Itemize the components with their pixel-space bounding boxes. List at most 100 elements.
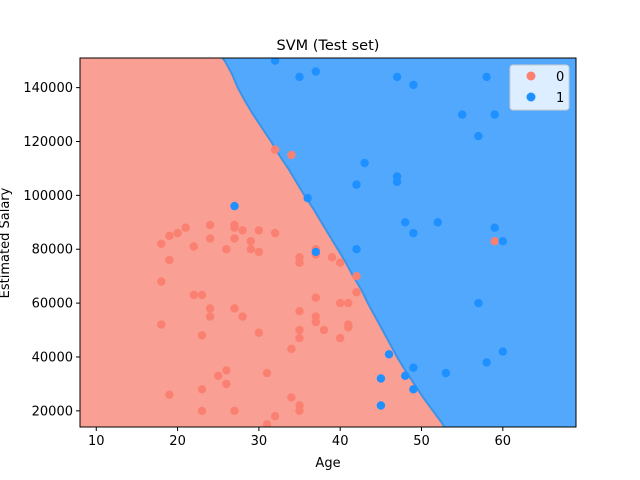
- point-class-1: [409, 80, 418, 90]
- point-class-1: [482, 72, 491, 82]
- x-axis-ticks: 10 20 30 40 50 60: [88, 427, 511, 449]
- point-class-1: [498, 237, 507, 246]
- point-class-1: [303, 193, 312, 203]
- x-tick-label: 30: [251, 434, 268, 449]
- point-class-1: [441, 368, 451, 378]
- legend-box: [509, 64, 570, 111]
- point-class-0: [205, 304, 215, 313]
- point-class-0: [254, 226, 264, 235]
- plot-area: [80, 58, 576, 427]
- point-class-0: [336, 298, 345, 308]
- legend-label-1: 1: [556, 91, 564, 106]
- point-class-0: [246, 237, 255, 246]
- point-class-0: [238, 312, 247, 321]
- point-class-0: [295, 333, 304, 343]
- point-class-0: [327, 253, 337, 262]
- y-tick-label: 60000: [32, 297, 73, 312]
- point-class-0: [222, 366, 231, 375]
- point-class-1: [352, 180, 361, 189]
- point-class-1: [311, 247, 320, 257]
- point-class-0: [295, 307, 304, 316]
- point-class-0: [165, 255, 174, 265]
- point-class-0: [311, 317, 320, 327]
- point-class-0: [165, 231, 174, 240]
- x-tick-label: 10: [88, 434, 105, 449]
- point-class-0: [270, 145, 280, 154]
- legend-marker-0: [526, 71, 536, 81]
- point-class-1: [490, 223, 499, 232]
- legend-marker-1: [526, 92, 536, 102]
- point-class-1: [384, 350, 394, 359]
- point-class-1: [490, 110, 499, 119]
- y-tick-label: 140000: [23, 81, 73, 96]
- point-class-1: [230, 201, 239, 211]
- x-tick-label: 50: [413, 434, 430, 449]
- point-class-0: [262, 368, 272, 378]
- point-class-0: [262, 420, 272, 427]
- point-class-0: [214, 371, 223, 380]
- point-class-0: [295, 258, 304, 267]
- y-tick-label: 80000: [32, 243, 73, 258]
- point-class-1: [311, 67, 320, 76]
- point-class-0: [344, 323, 353, 332]
- point-class-1: [474, 131, 483, 141]
- point-class-1: [401, 371, 410, 380]
- point-class-1: [352, 245, 361, 254]
- point-class-0: [336, 333, 345, 343]
- point-class-0: [197, 406, 207, 415]
- point-class-0: [222, 379, 231, 389]
- y-tick-label: 40000: [32, 350, 73, 365]
- point-class-0: [205, 220, 215, 230]
- point-class-0: [230, 223, 239, 232]
- y-axis-label: Estimated Salary: [0, 187, 13, 298]
- point-class-1: [401, 218, 410, 227]
- point-class-0: [246, 245, 255, 254]
- point-class-0: [287, 344, 296, 354]
- point-class-0: [254, 328, 264, 337]
- point-class-0: [352, 288, 361, 297]
- point-class-0: [287, 393, 296, 402]
- point-class-1: [392, 72, 402, 82]
- point-class-0: [336, 258, 345, 267]
- y-axis-ticks: 20000 40000 60000 80000 100000 120000 140000: [23, 81, 80, 419]
- y-tick-label: 100000: [23, 189, 73, 204]
- point-class-0: [295, 406, 304, 415]
- point-class-0: [230, 304, 239, 313]
- point-class-0: [157, 277, 166, 286]
- point-class-0: [189, 242, 198, 251]
- point-class-0: [270, 412, 280, 421]
- point-class-1: [270, 58, 280, 65]
- point-class-0: [189, 290, 198, 300]
- point-class-0: [157, 320, 166, 329]
- point-class-0: [352, 272, 361, 281]
- point-class-1: [392, 177, 402, 187]
- y-tick-label: 120000: [23, 135, 73, 150]
- y-tick-label: 20000: [32, 404, 73, 419]
- point-class-0: [197, 331, 207, 340]
- legend-label-0: 0: [556, 70, 564, 85]
- x-axis-label: Age: [315, 456, 340, 471]
- point-class-0: [197, 385, 207, 394]
- point-class-0: [157, 239, 166, 248]
- point-class-0: [295, 325, 304, 335]
- point-class-0: [311, 293, 320, 302]
- point-class-1: [482, 358, 491, 367]
- point-class-1: [433, 218, 442, 227]
- data-points: [157, 58, 507, 427]
- point-class-0: [490, 237, 499, 246]
- point-class-1: [295, 72, 304, 82]
- point-class-0: [181, 223, 190, 232]
- point-class-1: [498, 347, 507, 356]
- plot-frame: [79, 57, 577, 428]
- point-class-0: [205, 234, 215, 243]
- point-class-0: [165, 390, 174, 399]
- point-class-0: [254, 247, 264, 257]
- x-tick-label: 40: [332, 434, 349, 449]
- x-tick-label: 60: [495, 434, 512, 449]
- point-class-1: [376, 374, 386, 383]
- point-class-0: [197, 290, 207, 300]
- point-class-1: [409, 363, 418, 372]
- point-class-0: [344, 298, 353, 308]
- x-tick-label: 20: [169, 434, 186, 449]
